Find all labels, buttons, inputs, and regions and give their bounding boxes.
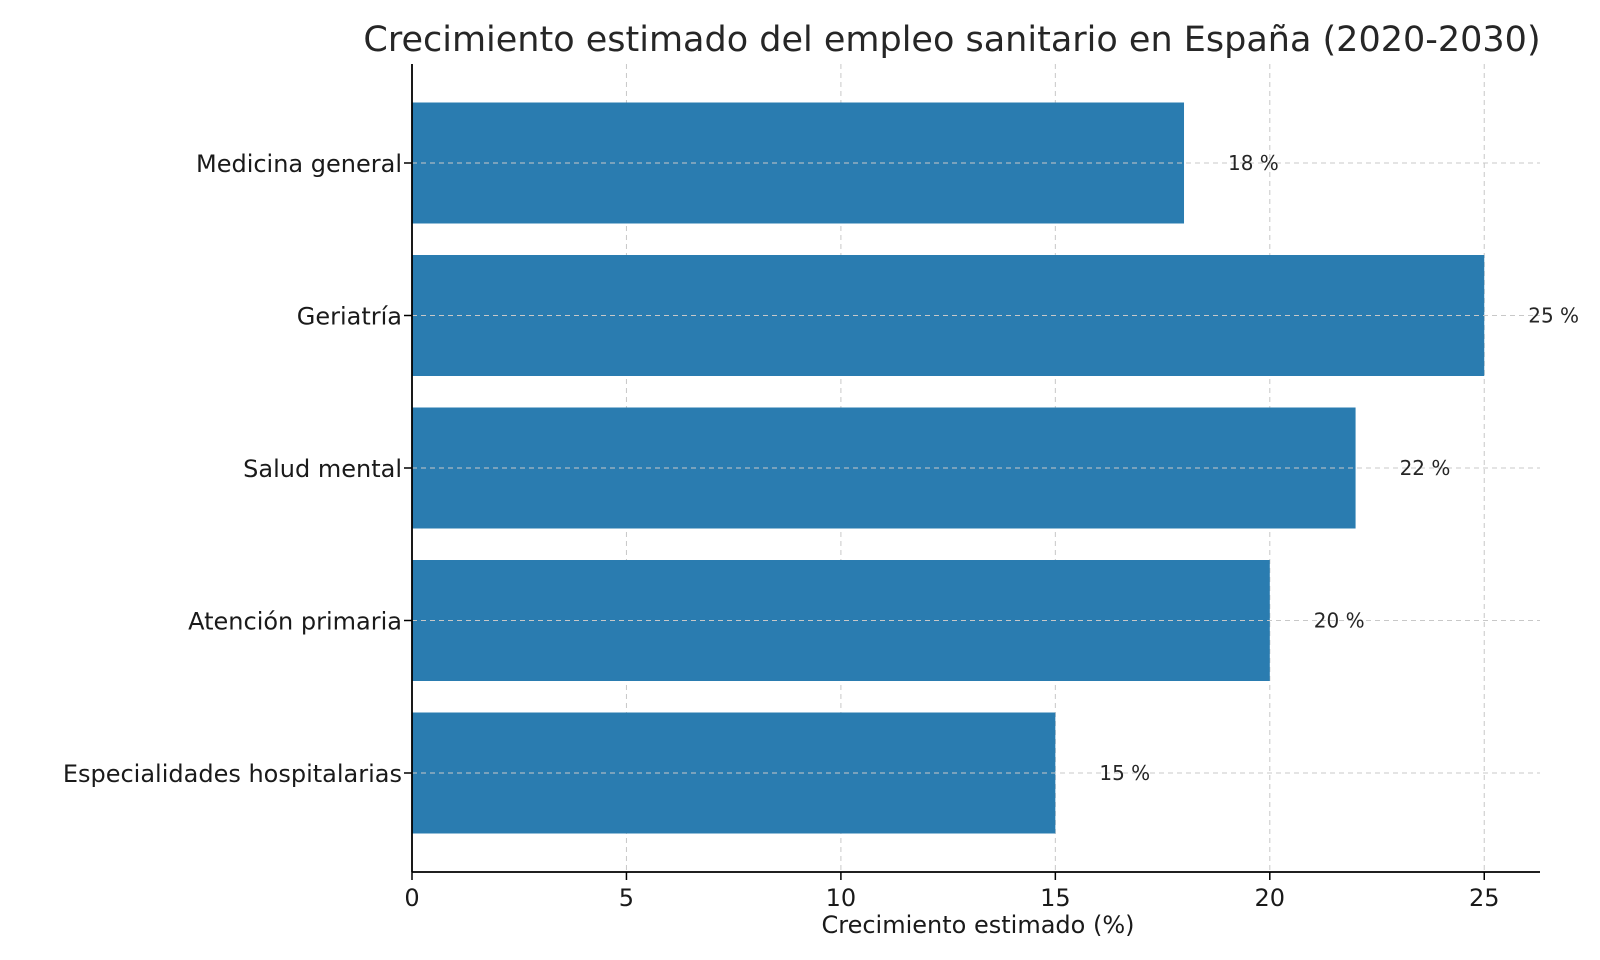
category-label: Atención primaria <box>188 608 402 636</box>
category-label: Especialidades hospitalarias <box>63 760 402 788</box>
bar <box>412 102 1185 224</box>
bar-value-label: 18 % <box>1228 151 1279 175</box>
x-tick-label: 25 <box>1469 884 1500 912</box>
x-tick-label: 10 <box>826 884 857 912</box>
chart-title: Crecimiento estimado del empleo sanitari… <box>363 20 1540 60</box>
category-label: Medicina general <box>196 150 402 178</box>
bar-value-label: 20 % <box>1314 609 1365 633</box>
category-label: Salud mental <box>243 455 402 483</box>
bar-value-label: 25 % <box>1528 304 1579 328</box>
x-axis-label: Crecimiento estimado (%) <box>822 911 1135 939</box>
labels: 0 5 10 15 20 25 Medicina general 18 % Geriatría 2… <box>63 150 1579 912</box>
x-tick-label: 15 <box>1040 884 1071 912</box>
axes <box>404 64 1540 880</box>
bar-value-label: 15 % <box>1099 761 1150 785</box>
x-tick-label: 0 <box>404 884 419 912</box>
bar-value-label: 22 % <box>1400 456 1451 480</box>
bar <box>412 712 1056 834</box>
category-label: Geriatría <box>297 303 402 331</box>
x-tick-label: 5 <box>619 884 634 912</box>
x-tick-label: 20 <box>1255 884 1286 912</box>
